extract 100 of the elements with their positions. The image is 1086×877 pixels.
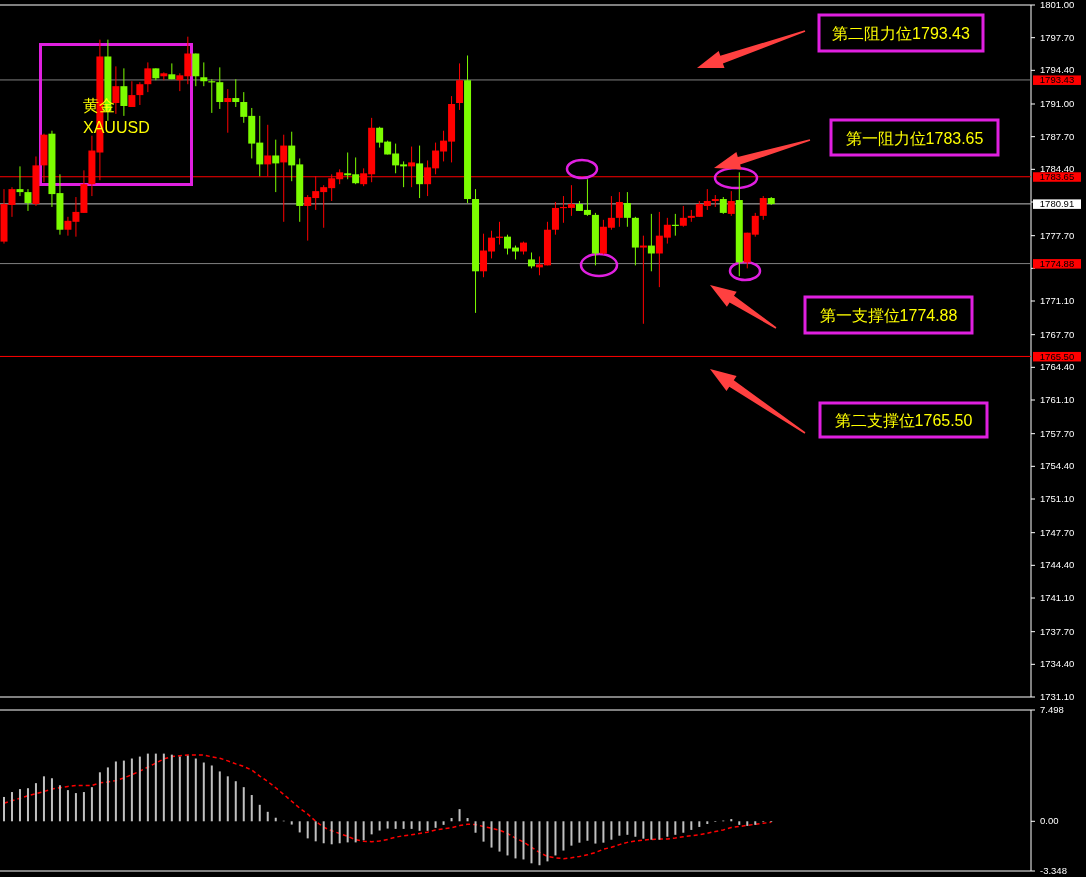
bar [578, 821, 581, 843]
y-tick-label: 1751.10 [1040, 493, 1075, 504]
bar [490, 821, 493, 848]
candlestick [623, 191, 631, 228]
bar [666, 821, 669, 837]
candlestick [128, 80, 136, 108]
y-tick-label: 1794.40 [1040, 64, 1075, 76]
y-tick-label: 1734.40 [1040, 658, 1075, 670]
candlestick [136, 81, 144, 106]
bar [90, 787, 93, 822]
bar [26, 788, 29, 822]
bar [626, 821, 629, 835]
bar [42, 776, 45, 822]
y-tick-label: 1771.10 [1040, 295, 1075, 307]
annotation: 第一阻力位1783.65 [845, 129, 984, 147]
candlestick [120, 67, 128, 117]
ref-line-label: 1793.43 [1039, 74, 1075, 86]
bar [418, 821, 421, 831]
bar [82, 792, 85, 822]
bar [146, 753, 149, 822]
bar [394, 821, 397, 829]
bar [594, 821, 597, 844]
bar [178, 756, 181, 822]
bar [498, 821, 501, 852]
candlestick [224, 88, 232, 134]
bar [434, 821, 437, 828]
candlestick [200, 61, 208, 87]
y-tick-label: 1791.00 [1040, 98, 1075, 109]
candlestick [192, 53, 200, 87]
bar [66, 790, 69, 822]
candlestick [551, 201, 559, 236]
bar [290, 821, 293, 825]
y-tick-label: -3.348 [1040, 865, 1067, 876]
candlestick [679, 205, 687, 228]
bar [538, 821, 541, 866]
bar [362, 821, 365, 841]
bar [330, 821, 333, 845]
bar [474, 821, 477, 833]
bar [170, 754, 173, 822]
candlestick [416, 145, 424, 199]
y-tick-label: 1757.70 [1040, 427, 1075, 439]
bar [122, 760, 125, 822]
bar [210, 765, 213, 822]
y-tick-label: 1761.10 [1040, 394, 1075, 405]
bar [562, 821, 565, 851]
bar [634, 821, 637, 837]
bar [258, 804, 261, 822]
annotation: 第一支撑位1774.88 [819, 307, 958, 324]
bar [226, 776, 229, 822]
candlestick [216, 66, 224, 110]
bar [18, 789, 21, 822]
bar [242, 787, 245, 822]
y-tick-label: 7.498 [1040, 704, 1064, 715]
bar [154, 753, 157, 822]
bar [402, 821, 405, 829]
ref-line-label: 1774.88 [1039, 257, 1075, 269]
y-tick-label: 1754.40 [1040, 460, 1075, 472]
bar [114, 761, 117, 822]
y-tick-label: 1801.00 [1040, 0, 1075, 10]
bar [130, 758, 133, 822]
bar [74, 793, 77, 822]
bar [378, 821, 381, 831]
bar [50, 778, 53, 822]
y-tick-label: 1741.10 [1040, 592, 1075, 603]
y-tick-label: 1737.70 [1040, 625, 1075, 637]
bar [690, 821, 693, 830]
y-tick-label: 1764.40 [1040, 361, 1075, 373]
bar [202, 762, 205, 822]
y-tick-label: 1777.70 [1040, 229, 1075, 241]
bar [650, 821, 653, 840]
bar [730, 819, 733, 822]
bar [338, 821, 341, 844]
bar [10, 792, 13, 822]
bar [522, 821, 525, 860]
y-tick-label: 1747.70 [1040, 526, 1075, 538]
y-tick-label: 1787.70 [1040, 130, 1075, 142]
bar [266, 811, 269, 822]
candlestick [24, 188, 32, 212]
annotation: 第二阻力位1793.43 [832, 25, 971, 42]
y-tick-label: 1731.10 [1040, 691, 1075, 702]
bar [58, 785, 61, 822]
bar [410, 821, 413, 829]
bar [682, 821, 685, 833]
bar [458, 809, 461, 822]
bar [698, 821, 701, 827]
bar [754, 821, 757, 825]
bar [738, 821, 741, 825]
candlestick [639, 235, 647, 325]
y-tick-label: 0.00 [1040, 815, 1059, 827]
bar [642, 821, 645, 839]
line-series [3, 754, 773, 860]
bar [674, 821, 677, 835]
ref-line-label: 1780.91 [1039, 198, 1075, 210]
candlestick [16, 165, 24, 197]
candlestick [144, 61, 152, 93]
bar [386, 821, 389, 829]
bar [98, 772, 101, 822]
annotation: 第二支撑位1765.50 [834, 412, 973, 429]
bar [138, 756, 141, 822]
ref-line-label: 1765.50 [1039, 350, 1075, 362]
